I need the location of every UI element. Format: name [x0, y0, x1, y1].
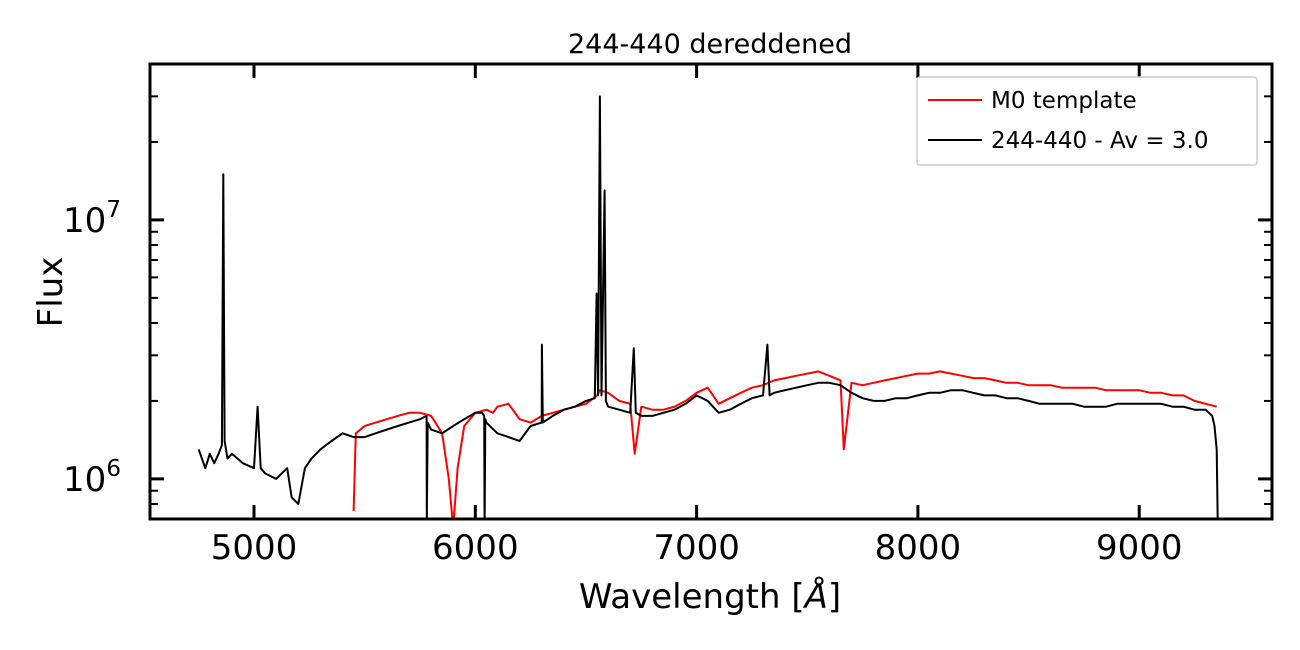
y-tick-label: 107 — [63, 197, 121, 241]
x-tick-label: 7000 — [653, 528, 740, 568]
chart-title: 244-440 dereddened — [568, 29, 852, 60]
series-line-0 — [352, 370, 1217, 519]
plot-frame — [148, 62, 1274, 521]
legend-box — [916, 76, 1258, 166]
series-layer — [197, 95, 1219, 519]
x-tick-label: 6000 — [432, 528, 519, 568]
x-axis-label-unit: Å — [803, 576, 828, 617]
series-line-1 — [197, 95, 1219, 519]
legend: M0 template 244-440 - Av = 3.0 — [916, 76, 1258, 166]
y-axis-label: Flux — [31, 257, 71, 328]
x-tick-label: 9000 — [1096, 528, 1183, 568]
y-tick-label: 106 — [63, 456, 121, 500]
x-axis-label-suffix: ] — [828, 577, 841, 617]
x-axis-label-prefix: Wavelength [ — [579, 577, 805, 617]
x-tick-label: 8000 — [875, 528, 962, 568]
x-tick-label: 5000 — [211, 528, 298, 568]
legend-label-m0-template: M0 template — [991, 88, 1137, 114]
legend-label-244-440: 244-440 - Av = 3.0 — [991, 128, 1209, 154]
x-axis-label: Wavelength [Å] — [579, 576, 841, 617]
ticks-layer: 5000 6000 7000 8000 9000 106 107 — [63, 64, 1272, 568]
